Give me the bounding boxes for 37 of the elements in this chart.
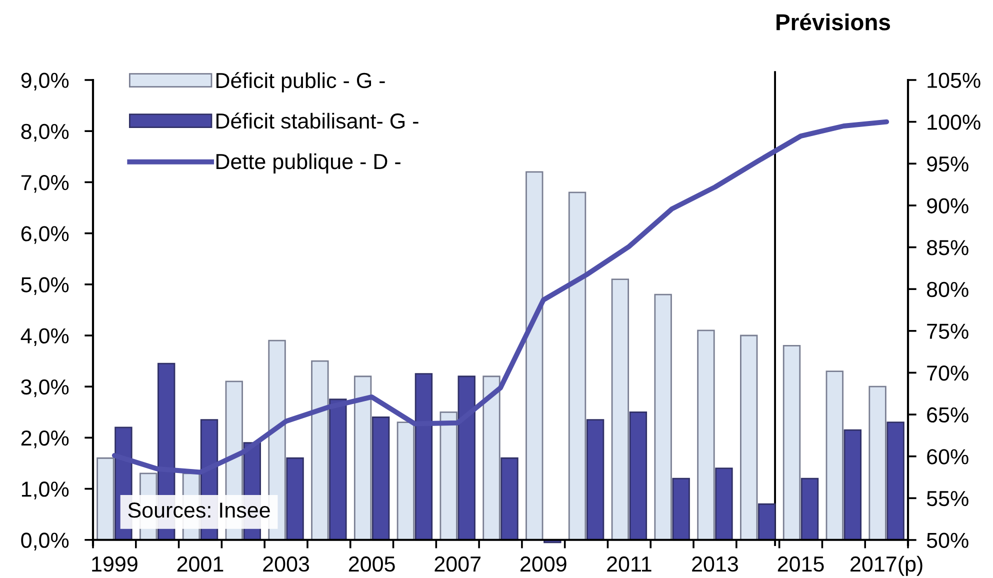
y2-tick-label: 105%	[928, 72, 980, 88]
y-tick-label: 4,0%	[20, 328, 69, 346]
y-tick-label: 0,0%	[21, 532, 69, 550]
x-tick-label: 2007	[434, 556, 480, 572]
y-tick-label: 8,0%	[21, 124, 69, 142]
y-tick-label: 5,0%	[21, 277, 69, 295]
x-tick-label: 2001	[177, 556, 224, 572]
y-tick-label: 7,0%	[21, 174, 69, 193]
x-tick-label: 2005	[348, 556, 395, 572]
x-tick-label: 1999	[92, 556, 138, 572]
y2-tick-label: 50%	[926, 532, 968, 548]
y2-tick-label: 95%	[927, 156, 968, 172]
x-tick-label: 2009	[520, 556, 566, 572]
ref-line-label: Prévisions	[776, 13, 890, 30]
y-tick-label: 3,0%	[21, 379, 69, 398]
x-tick-label: 2013	[692, 556, 738, 572]
y2-tick-label: 75%	[927, 324, 968, 339]
y2-tick-label: 80%	[926, 282, 968, 298]
y2-tick-label: 90%	[927, 198, 968, 214]
legend-label: Dette publique - D -	[216, 153, 400, 174]
y2-tick-label: 100%	[928, 114, 980, 130]
legend-label: Déficit stabilisant- G -	[216, 112, 418, 129]
legend-label: Déficit public - G -	[216, 72, 385, 92]
x-tick-label: 2015	[778, 556, 824, 572]
y2-tick-label: 55%	[926, 491, 968, 506]
annotation: Sources: Insee	[128, 502, 270, 518]
y-tick-label: 1,0%	[22, 482, 69, 500]
x-tick-label: 2017(p)	[850, 556, 922, 576]
y2-tick-label: 70%	[927, 365, 968, 381]
y2-tick-label: 85%	[926, 240, 968, 256]
y2-tick-label: 65%	[927, 407, 968, 423]
y-tick-label: 6,0%	[21, 226, 69, 244]
x-tick-label: 2003	[263, 556, 310, 572]
y-tick-label: 9,0%	[21, 72, 69, 91]
y2-tick-label: 60%	[927, 449, 968, 464]
x-tick-label: 2011	[607, 556, 652, 572]
y-tick-label: 2,0%	[21, 430, 69, 448]
